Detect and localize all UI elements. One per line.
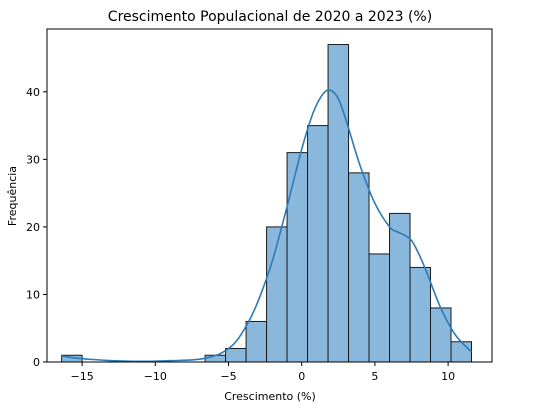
x-tick-label: −15 <box>71 370 94 383</box>
histogram-bar-14 <box>348 172 370 363</box>
histogram-bar-11 <box>286 152 309 363</box>
histogram-bar-19 <box>450 341 473 363</box>
histogram-bar-18 <box>430 307 452 363</box>
bars-group <box>61 44 473 363</box>
histogram-bar-9 <box>245 320 268 363</box>
y-tick-label: 30 <box>26 153 40 166</box>
histogram-bar-13 <box>327 44 350 363</box>
histogram-bar-15 <box>368 253 391 363</box>
y-tick-label: 40 <box>26 86 40 99</box>
y-tick-label: 0 <box>33 356 40 369</box>
histogram-bar-8 <box>225 347 247 363</box>
y-ticks: 0 10 20 30 40 <box>26 86 47 369</box>
x-axis-label: Crescimento (%) <box>224 390 316 403</box>
y-axis-label: Frequência <box>6 166 19 226</box>
x-tick-label: 10 <box>441 370 455 383</box>
histogram-bar-12 <box>307 125 329 363</box>
kde-line <box>61 89 473 363</box>
plot-frame <box>46 28 493 363</box>
x-tick-label: 0 <box>298 370 305 383</box>
x-tick-label: 5 <box>371 370 378 383</box>
chart-title: Crescimento Populacional de 2020 a 2023 … <box>108 9 432 25</box>
histogram-bar-17 <box>409 266 432 363</box>
y-tick-label: 20 <box>26 221 40 234</box>
x-tick-label: −10 <box>144 370 167 383</box>
y-tick-label: 10 <box>26 288 40 301</box>
x-ticks: −15 −10 −5 0 5 10 <box>71 362 455 383</box>
x-tick-label: −5 <box>220 370 236 383</box>
